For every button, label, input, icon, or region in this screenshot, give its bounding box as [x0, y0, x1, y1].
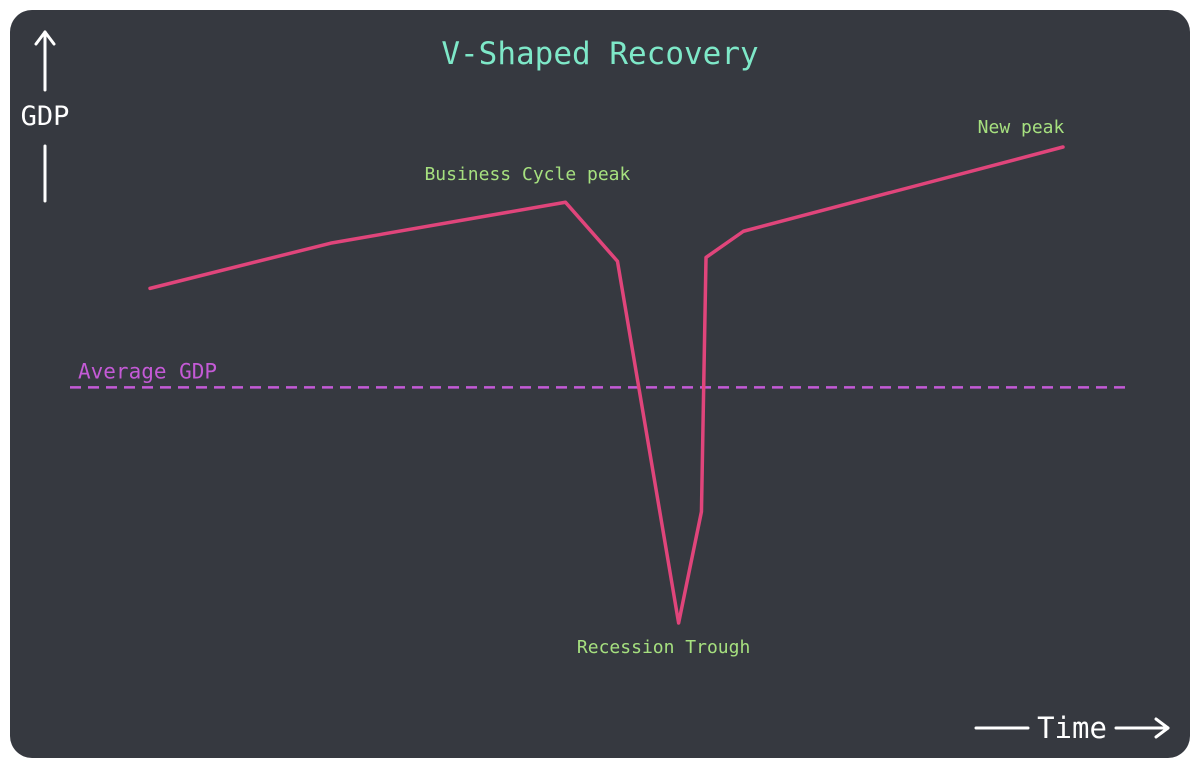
annotation-label-1: Recession Trough	[577, 637, 750, 658]
series-line-0	[148, 145, 1065, 625]
series-layer	[148, 145, 1065, 625]
series-point-0-7	[741, 229, 745, 233]
annotation-label-0: Business Cycle peak	[424, 164, 630, 185]
series-point-0-4	[677, 621, 681, 625]
series-point-0-6	[704, 255, 708, 259]
v-shaped-recovery-chart: V-Shaped Recovery GDP Time Average GDP B…	[21, 30, 1170, 745]
x-axis: Time	[974, 711, 1170, 745]
y-axis: GDP	[21, 30, 70, 203]
series-point-0-5	[699, 510, 703, 514]
annotation-label-2: New peak	[978, 117, 1065, 138]
y-axis-arrow-head	[34, 30, 56, 46]
annotation-layer: Business Cycle peak Recession Trough New p…	[424, 117, 1064, 658]
series-point-0-8	[1061, 145, 1065, 149]
reference-line-label-0: Average GDP	[78, 359, 217, 383]
series-point-0-1	[329, 241, 333, 245]
series-point-0-0	[148, 286, 152, 290]
chart-title: V-Shaped Recovery	[441, 36, 758, 72]
series-point-0-3	[615, 259, 619, 263]
x-axis-arrow-head	[1154, 717, 1170, 739]
series-point-0-2	[563, 200, 567, 204]
reference-layer: Average GDP	[70, 359, 1125, 389]
x-axis-label: Time	[1037, 711, 1107, 745]
y-axis-label: GDP	[21, 101, 70, 132]
chart-card: V-Shaped Recovery GDP Time Average GDP B…	[10, 10, 1190, 758]
